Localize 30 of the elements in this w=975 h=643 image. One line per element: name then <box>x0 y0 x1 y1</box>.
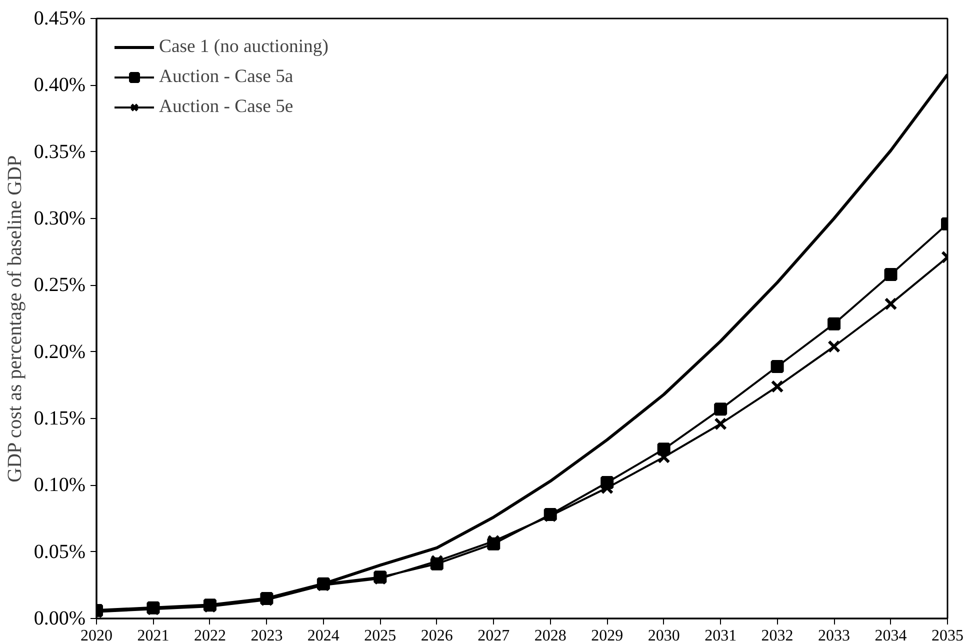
x-tick-label: 2032 <box>761 628 794 643</box>
x-tick-label: 2024 <box>307 628 340 643</box>
y-tick-label: 0.10% <box>34 474 86 496</box>
x-tick-label: 2030 <box>648 628 680 643</box>
x-tick-label: 2033 <box>818 628 850 643</box>
x-tick-label: 2028 <box>534 628 566 643</box>
x-tick-label: 2031 <box>704 628 737 643</box>
x-tick-label: 2027 <box>478 628 510 643</box>
y-tick-label: 0.40% <box>34 74 86 96</box>
legend-label: Auction - Case 5a <box>159 66 294 88</box>
y-tick-label: 0.15% <box>34 408 86 430</box>
y-tick-label: 0.45% <box>34 8 86 30</box>
x-tick-label: 2025 <box>364 628 396 643</box>
x-tick-label: 2022 <box>194 628 226 643</box>
y-tick-label: 0.35% <box>34 140 86 163</box>
x-tick-label: 2035 <box>932 628 964 643</box>
y-tick-label: 0.30% <box>34 208 86 230</box>
y-tick-label: 0.25% <box>34 274 86 296</box>
y-tick-label: 0.20% <box>34 340 86 363</box>
legend-label: Case 1 (no auctioning) <box>159 36 328 58</box>
x-tick-label: 2026 <box>420 628 453 643</box>
x-tick-label: 2020 <box>80 628 112 643</box>
x-tick-label: 2023 <box>250 628 283 643</box>
y-tick-label: 0.00% <box>34 608 86 630</box>
x-tick-label: 2021 <box>137 628 170 643</box>
legend-label: Auction - Case 5e <box>159 96 294 118</box>
y-axis-title: GDP cost as percentage of baseline GDP <box>4 155 26 482</box>
y-tick-label: 0.05% <box>34 540 86 563</box>
x-tick-label: 2029 <box>591 628 624 643</box>
x-tick-label: 2034 <box>874 628 907 643</box>
